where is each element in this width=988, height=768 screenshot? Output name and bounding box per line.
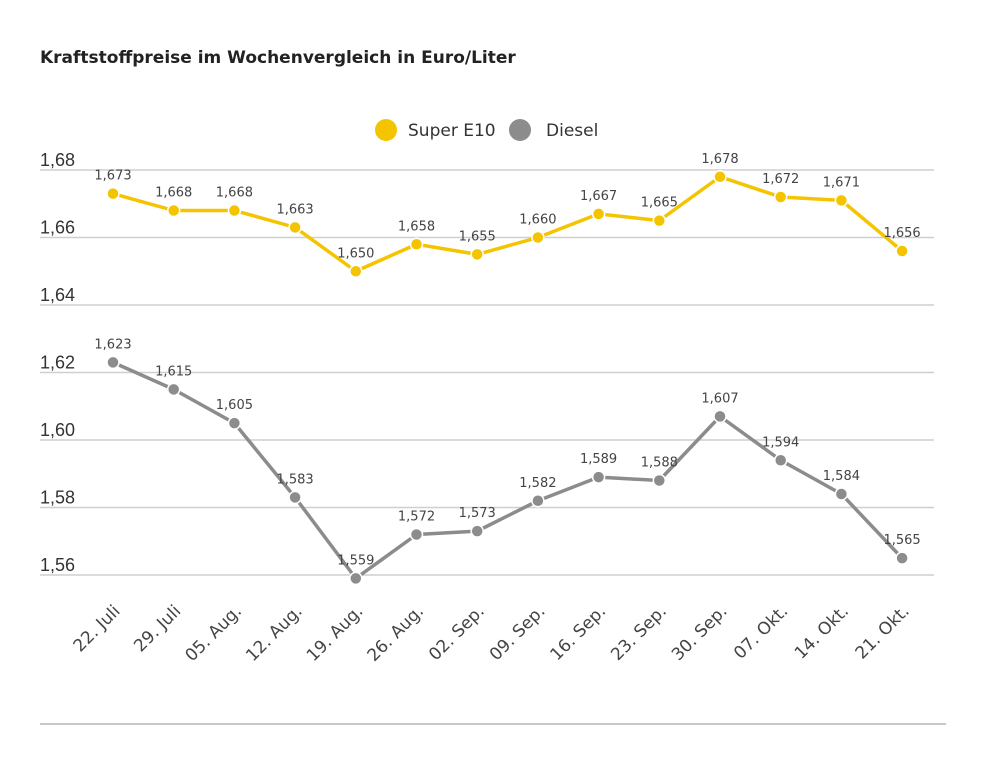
data-label: 1,589 bbox=[580, 452, 617, 467]
data-point bbox=[349, 264, 363, 278]
x-tick-label: 16. Sep. bbox=[547, 601, 611, 665]
data-point bbox=[166, 203, 181, 218]
data-label: 1,655 bbox=[459, 229, 496, 244]
data-point bbox=[349, 571, 363, 586]
data-point bbox=[106, 186, 120, 201]
y-tick-label: 1,58 bbox=[40, 488, 75, 508]
x-tick-label: 29. Juli bbox=[130, 601, 185, 656]
data-point bbox=[773, 453, 788, 467]
data-point bbox=[652, 473, 667, 488]
data-label: 1,565 bbox=[883, 533, 920, 548]
data-label: 1,583 bbox=[276, 472, 313, 487]
data-label: 1,667 bbox=[580, 189, 617, 204]
data-point bbox=[834, 193, 849, 208]
data-label: 1,672 bbox=[762, 172, 799, 187]
chart-title: Kraftstoffpreise im Wochenvergleich in E… bbox=[40, 48, 516, 68]
x-tick-label: 02. Sep. bbox=[425, 601, 489, 665]
x-tick-label: 26. Aug. bbox=[364, 601, 428, 665]
y-axis-labels: 1,56 1,58 1,60 1,62 1,64 1,66 1,68 bbox=[40, 150, 75, 575]
data-label: 1,668 bbox=[216, 186, 253, 201]
y-tick-label: 1,66 bbox=[40, 218, 75, 238]
data-label: 1,668 bbox=[155, 186, 192, 201]
data-label: 1,588 bbox=[641, 456, 678, 471]
x-tick-label: 07. Okt. bbox=[730, 601, 792, 663]
data-label: 1,582 bbox=[519, 476, 556, 491]
data-label: 1,615 bbox=[155, 364, 192, 379]
x-tick-label: 30. Sep. bbox=[668, 601, 732, 665]
x-tick-label: 09. Sep. bbox=[486, 601, 550, 665]
legend-swatch bbox=[375, 119, 397, 141]
data-point bbox=[470, 247, 484, 262]
x-tick-label: 19. Aug. bbox=[303, 601, 367, 665]
data-point bbox=[470, 524, 484, 538]
data-point bbox=[288, 220, 302, 235]
y-tick-label: 1,60 bbox=[40, 420, 75, 440]
data-point bbox=[591, 470, 606, 484]
y-tick-label: 1,68 bbox=[40, 150, 75, 170]
y-tick-label: 1,64 bbox=[40, 285, 75, 305]
data-label: 1,650 bbox=[337, 246, 374, 261]
data-point bbox=[409, 527, 424, 542]
data-label: 1,605 bbox=[216, 398, 253, 413]
series-layer: 1,673 1,668 1,668 1,663 1,650 1,658 1,655 1,660… bbox=[94, 152, 921, 586]
data-point bbox=[895, 551, 909, 565]
data-label: 1,584 bbox=[823, 469, 860, 484]
data-point bbox=[227, 203, 242, 218]
data-point bbox=[591, 207, 606, 221]
series-diesel: 1,623 1,615 1,605 1,583 1,559 1,572 1,573 1,582… bbox=[94, 337, 921, 586]
data-label: 1,663 bbox=[276, 202, 313, 217]
data-point bbox=[531, 494, 545, 508]
data-point bbox=[409, 237, 424, 251]
gridlines bbox=[40, 169, 934, 576]
data-point bbox=[227, 416, 242, 430]
data-point bbox=[834, 487, 849, 501]
data-label: 1,594 bbox=[762, 435, 799, 450]
data-label: 1,658 bbox=[398, 219, 435, 234]
y-tick-label: 1,56 bbox=[40, 555, 75, 575]
legend-swatch bbox=[509, 119, 531, 141]
x-tick-label: 22. Juli bbox=[70, 601, 125, 656]
data-label: 1,673 bbox=[94, 169, 131, 184]
x-tick-label: 12. Aug. bbox=[242, 601, 306, 665]
y-tick-label: 1,62 bbox=[40, 353, 75, 373]
legend-label: Diesel bbox=[546, 121, 598, 141]
legend-label: Super E10 bbox=[408, 121, 496, 141]
x-tick-label: 21. Okt. bbox=[852, 601, 914, 663]
data-point bbox=[713, 409, 727, 424]
data-point bbox=[713, 170, 727, 184]
data-point bbox=[652, 213, 667, 228]
x-tick-label: 14. Okt. bbox=[791, 601, 853, 663]
data-label: 1,678 bbox=[701, 152, 738, 167]
data-point bbox=[773, 190, 788, 204]
data-point bbox=[895, 244, 909, 258]
data-point bbox=[106, 355, 120, 370]
data-label: 1,623 bbox=[94, 337, 131, 352]
x-tick-label: 05. Aug. bbox=[182, 601, 246, 665]
data-label: 1,572 bbox=[398, 510, 435, 525]
data-label: 1,671 bbox=[823, 175, 860, 190]
data-point bbox=[288, 490, 302, 505]
x-tick-label: 23. Sep. bbox=[607, 601, 671, 665]
data-point bbox=[166, 382, 181, 397]
series-line bbox=[112, 175, 904, 273]
series-super-e10: 1,673 1,668 1,668 1,663 1,650 1,658 1,655 1,660… bbox=[94, 152, 921, 278]
data-label: 1,660 bbox=[519, 213, 556, 228]
data-label: 1,559 bbox=[337, 553, 374, 568]
data-label: 1,573 bbox=[459, 506, 496, 521]
data-label: 1,665 bbox=[641, 196, 678, 211]
data-label: 1,607 bbox=[701, 391, 738, 406]
data-label: 1,656 bbox=[883, 226, 920, 241]
data-point bbox=[531, 230, 545, 245]
series-line bbox=[112, 360, 904, 581]
legend: Super E10 Diesel bbox=[375, 119, 598, 141]
